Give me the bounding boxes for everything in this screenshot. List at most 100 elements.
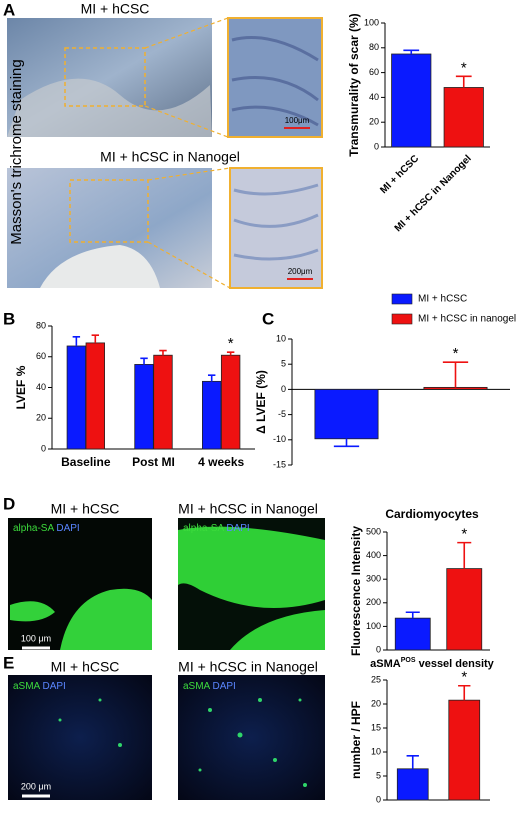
y-tick-label: 500: [366, 526, 381, 536]
y-tick-label: 15: [371, 722, 381, 732]
y-axis-label: LVEF %: [14, 365, 28, 409]
significance: *: [453, 345, 459, 362]
panel-label: E: [3, 653, 14, 672]
y-tick-label: 60: [36, 351, 46, 361]
y-tick-label: 80: [36, 320, 46, 330]
error-bar: [406, 755, 419, 769]
error-bar: [455, 75, 472, 88]
stain-marker: aSMA: [183, 681, 211, 692]
y-tick-label: 60: [369, 67, 379, 77]
tissue: [40, 245, 160, 288]
zoom-box: [64, 47, 146, 107]
tissue: [7, 78, 212, 137]
error-bar: [442, 361, 469, 388]
error-bar: [458, 684, 471, 701]
y-tick-label: 20: [36, 413, 46, 423]
x-tick-label: MI + hCSC: [378, 153, 421, 196]
zoom-image: [229, 167, 323, 289]
image-title: MI + hCSC: [81, 1, 150, 17]
y-tick-label: -5: [278, 409, 286, 419]
bar: [314, 388, 379, 440]
vessel-signal: [58, 698, 307, 787]
bar: [220, 354, 241, 450]
error-bar: [403, 49, 420, 54]
legend-swatch: [391, 313, 413, 325]
y-tick-label: 0: [376, 644, 381, 654]
y-tick-label: 80: [369, 42, 379, 52]
y-tick-label: 40: [369, 92, 379, 102]
y-axis-label: Fluorescence Intensity: [349, 526, 363, 656]
stain-nucleus: DAPI: [212, 681, 235, 692]
y-tick-label: 10: [371, 746, 381, 756]
bar: [423, 386, 488, 390]
stain-nucleus: DAPI: [42, 681, 65, 692]
bar: [153, 354, 173, 450]
error-bar: [91, 334, 100, 343]
stain-marker: alpha-SA: [183, 523, 224, 534]
x-tick-label: 4 weeks: [198, 455, 244, 469]
error-bar: [457, 541, 472, 569]
error-bar: [405, 611, 420, 619]
error-bar: [140, 357, 148, 365]
significance: *: [461, 526, 467, 543]
title-part: vessel density: [416, 658, 495, 670]
error-bar: [72, 335, 81, 346]
significance: *: [461, 669, 467, 686]
fibers: [233, 183, 319, 261]
y-tick-label: -10: [273, 434, 286, 444]
y-tick-label: 300: [366, 574, 381, 584]
stain-label: aSMA DAPI: [13, 681, 66, 692]
side-label: Masson's trichrome staining: [8, 59, 25, 244]
scale-label: 200 μm: [21, 781, 51, 791]
error-bar: [159, 349, 167, 356]
zoom-box: [69, 179, 149, 243]
y-tick-label: 200: [366, 597, 381, 607]
y-tick-label: -15: [273, 459, 286, 469]
legend-swatch: [391, 293, 413, 305]
chart-title: aSMAPOS vessel density: [370, 657, 495, 670]
significance: *: [228, 335, 234, 352]
y-tick-label: 0: [41, 443, 46, 453]
bar: [448, 699, 481, 801]
y-tick-label: 0: [281, 384, 286, 394]
y-tick-label: 5: [376, 770, 381, 780]
title-part: aSMA: [370, 658, 401, 670]
y-tick-label: 100: [366, 621, 381, 631]
fluorescence-image: [8, 675, 152, 800]
stain-label: aSMA DAPI: [183, 681, 236, 692]
zoom-lines: [144, 17, 229, 138]
scale-label: 200μm: [288, 267, 313, 276]
x-tick-label: Baseline: [61, 455, 111, 469]
image-title: MI + hCSC: [51, 501, 120, 517]
y-tick-label: 100: [364, 17, 379, 27]
y-tick-label: 40: [36, 382, 46, 392]
chart-title: Cardiomyocytes: [385, 507, 479, 521]
y-tick-label: 0: [374, 141, 379, 151]
fluorescence-image: [178, 675, 325, 800]
stain-nucleus: DAPI: [56, 523, 79, 534]
error-bar: [207, 374, 216, 382]
fibers: [231, 36, 319, 127]
y-tick-label: 25: [371, 674, 381, 684]
cell-signal: [10, 588, 152, 650]
bar: [202, 380, 222, 450]
y-tick-label: 5: [281, 359, 286, 369]
image-title: MI + hCSC in Nanogel: [100, 149, 240, 165]
bar: [396, 768, 429, 801]
scale-label: 100μm: [285, 116, 310, 125]
y-tick-label: 20: [369, 117, 379, 127]
significance: *: [461, 59, 467, 76]
y-tick-label: 0: [376, 794, 381, 804]
stain-marker: alpha-SA: [13, 523, 54, 534]
stain-nucleus: DAPI: [226, 523, 249, 534]
bar: [443, 87, 484, 148]
y-tick-label: 10: [276, 333, 286, 343]
bar: [66, 345, 87, 450]
image-title: MI + hCSC: [51, 659, 120, 675]
x-tick-label: Post MI: [132, 455, 175, 469]
image-title: MI + hCSC in Nanogel: [178, 659, 318, 675]
image-title: MI + hCSC in Nanogel: [178, 501, 318, 517]
y-tick-label: 400: [366, 550, 381, 560]
